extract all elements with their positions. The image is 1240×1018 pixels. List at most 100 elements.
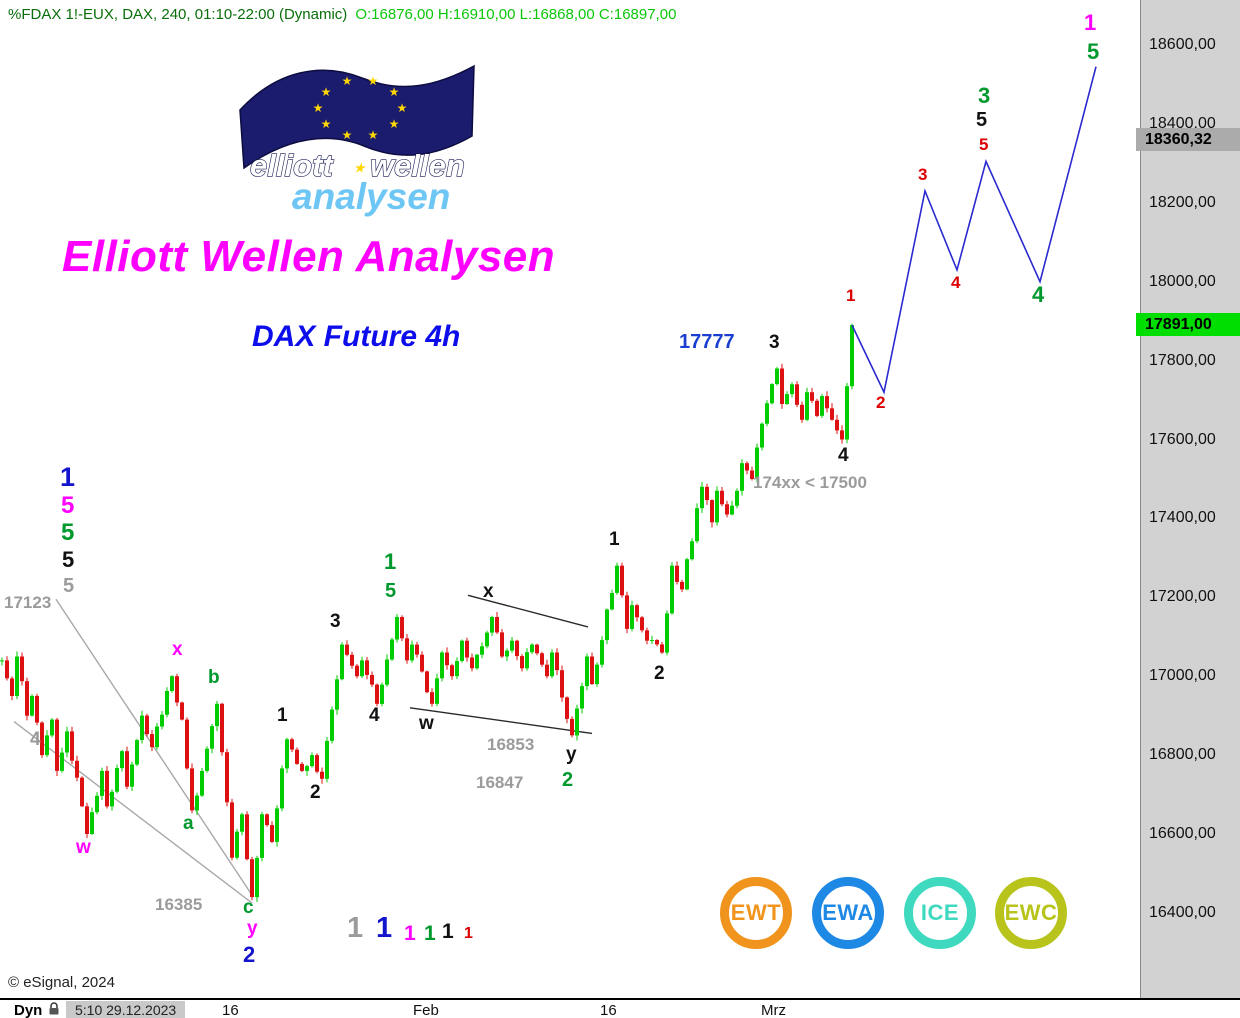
price-axis-label: 18200,00 bbox=[1149, 193, 1216, 211]
time-axis-label: 16 bbox=[600, 1002, 617, 1018]
svg-text:★: ★ bbox=[389, 85, 400, 99]
svg-text:★: ★ bbox=[389, 117, 400, 131]
wave-label[interactable]: 1 bbox=[60, 462, 76, 492]
price-axis-label: 16400,00 bbox=[1149, 903, 1216, 921]
wave-label[interactable]: x bbox=[172, 639, 183, 660]
badge-ewc[interactable]: EWC bbox=[995, 877, 1067, 949]
badge-ewt[interactable]: EWT bbox=[720, 877, 792, 949]
logo-word-analysen: analysen bbox=[292, 176, 450, 217]
wave-label[interactable]: 3 bbox=[330, 611, 341, 632]
symbol-description: %FDAX 1!-EUX, DAX, 240, 01:10-22:00 (Dyn… bbox=[8, 6, 348, 23]
wave-label[interactable]: 174xx < 17500 bbox=[753, 473, 867, 492]
wave-label-layer: 1 5 5 5 5 17123 4 w x a b 16385 c y 2 1 2 3 4 5 1 w x 16853 1684… bbox=[4, 10, 1100, 967]
chart-subtitle: DAX Future 4h bbox=[252, 320, 461, 353]
wave-label[interactable]: 2 bbox=[310, 782, 321, 803]
logo-word-elliott: elliott bbox=[250, 148, 334, 183]
svg-text:★: ★ bbox=[342, 128, 353, 142]
wave-label[interactable]: x bbox=[483, 581, 494, 602]
svg-text:★: ★ bbox=[368, 74, 379, 88]
price-axis-label: 17600,00 bbox=[1149, 430, 1216, 448]
time-axis[interactable]: Dyn 5:10 29.12.2023 16 Feb 16 Mrz bbox=[0, 998, 1240, 1018]
wave-label[interactable]: 5 bbox=[63, 575, 75, 597]
wave-label[interactable]: b bbox=[208, 667, 220, 688]
wave-label[interactable]: 1 bbox=[376, 912, 393, 944]
price-chart-canvas[interactable] bbox=[0, 0, 1140, 998]
svg-text:★: ★ bbox=[368, 128, 379, 142]
price-axis[interactable]: 18600,00 18400,00 18200,00 18000,00 17800,00… bbox=[1136, 0, 1240, 998]
wave-label[interactable]: 4 bbox=[369, 705, 380, 726]
wave-label[interactable]: 1 bbox=[442, 920, 454, 943]
wave-label[interactable]: 5 bbox=[61, 492, 75, 519]
wave-label[interactable]: y bbox=[566, 744, 577, 765]
badge-ice[interactable]: ICE bbox=[904, 877, 976, 949]
price-axis-label: 17400,00 bbox=[1149, 509, 1216, 527]
prev-close-price-tag: 18360,32 bbox=[1136, 127, 1240, 151]
dyn-scale-toggle[interactable]: Dyn bbox=[14, 1002, 43, 1018]
wave-label[interactable]: 1 bbox=[609, 529, 620, 550]
wave-label[interactable]: w bbox=[419, 713, 434, 734]
wave-label[interactable]: 5 bbox=[979, 135, 989, 154]
ewa-logo: ★ ★ ★ ★ ★ ★ ★ ★ ★ ★ elliott ★ wellen analysen bbox=[222, 52, 487, 222]
time-axis-label: Feb bbox=[413, 1002, 439, 1018]
wave-label[interactable]: 16385 bbox=[155, 895, 203, 914]
wave-label[interactable]: 3 bbox=[978, 83, 991, 108]
wave-label[interactable]: 2 bbox=[243, 942, 256, 967]
flag-shape bbox=[239, 64, 475, 170]
wave-label[interactable]: 17777 bbox=[679, 331, 735, 353]
wave-label[interactable]: 2 bbox=[562, 769, 574, 791]
logo-word-wellen: wellen bbox=[370, 148, 465, 183]
svg-text:★: ★ bbox=[313, 101, 324, 115]
price-axis-label: 17200,00 bbox=[1149, 588, 1216, 606]
wave-label[interactable]: 1 bbox=[846, 286, 856, 305]
price-axis-label: 17800,00 bbox=[1149, 351, 1216, 369]
wave-label[interactable]: 4 bbox=[951, 273, 961, 292]
wave-label[interactable]: 2 bbox=[876, 393, 886, 412]
lock-icon[interactable] bbox=[48, 1002, 60, 1018]
wave-label[interactable]: 1 bbox=[384, 549, 397, 574]
logo-star-icon: ★ bbox=[354, 161, 367, 175]
last-price-tag: 17891,00 bbox=[1136, 312, 1240, 336]
flag-stars: ★ ★ ★ ★ ★ ★ ★ ★ ★ ★ bbox=[313, 74, 408, 142]
badge-ewa[interactable]: EWA bbox=[812, 877, 884, 949]
price-axis-label: 18600,00 bbox=[1149, 36, 1216, 53]
svg-text:★: ★ bbox=[321, 117, 332, 131]
eu-flag-icon: ★ ★ ★ ★ ★ ★ ★ ★ ★ ★ elliott ★ wellen analysen bbox=[239, 64, 475, 218]
wave-label[interactable]: 1 bbox=[404, 922, 416, 945]
price-axis-label: 16800,00 bbox=[1149, 746, 1216, 764]
wave-label[interactable]: 17123 bbox=[4, 593, 52, 612]
wave-label[interactable]: c bbox=[243, 897, 254, 918]
price-axis-label: 18000,00 bbox=[1149, 272, 1216, 290]
wave-label[interactable]: 5 bbox=[61, 519, 75, 546]
wave-label[interactable]: 16847 bbox=[476, 773, 524, 792]
wave-label[interactable]: 1 bbox=[464, 925, 473, 942]
page-title: Elliott Wellen Analysen bbox=[62, 232, 556, 281]
wave-label[interactable]: 5 bbox=[62, 547, 75, 572]
svg-text:★: ★ bbox=[342, 74, 353, 88]
svg-text:★: ★ bbox=[321, 85, 332, 99]
wave-label[interactable]: 5 bbox=[976, 109, 988, 131]
price-axis-label: 17000,00 bbox=[1149, 667, 1216, 685]
svg-text:★: ★ bbox=[397, 101, 408, 115]
wave-label[interactable]: 1 bbox=[424, 922, 436, 945]
wave-label[interactable]: 4 bbox=[1032, 282, 1045, 307]
wave-label[interactable]: 1 bbox=[347, 912, 364, 944]
wave-label[interactable]: a bbox=[183, 813, 194, 834]
wave-label[interactable]: 5 bbox=[385, 580, 397, 602]
wave-label[interactable]: 4 bbox=[30, 729, 41, 750]
time-axis-label: Mrz bbox=[761, 1002, 786, 1018]
wave-label[interactable]: y bbox=[247, 918, 258, 939]
wave-label[interactable]: 2 bbox=[654, 663, 665, 684]
price-axis-label: 16600,00 bbox=[1149, 825, 1216, 842]
wave-label[interactable]: 4 bbox=[838, 445, 849, 466]
copyright-notice: © eSignal, 2024 bbox=[8, 974, 115, 991]
wave-label[interactable]: 16853 bbox=[487, 735, 535, 754]
wave-label[interactable]: 5 bbox=[1087, 39, 1100, 64]
time-axis-label: 16 bbox=[222, 1002, 239, 1018]
wave-label[interactable]: w bbox=[76, 837, 91, 858]
wave-label[interactable]: 3 bbox=[918, 165, 928, 184]
wave-label[interactable]: 3 bbox=[769, 332, 780, 353]
wave-label[interactable]: 1 bbox=[1084, 10, 1097, 35]
wave-label[interactable]: 1 bbox=[277, 705, 288, 726]
ohlc-values: O:16876,00 H:16910,00 L:16868,00 C:16897… bbox=[355, 6, 677, 23]
